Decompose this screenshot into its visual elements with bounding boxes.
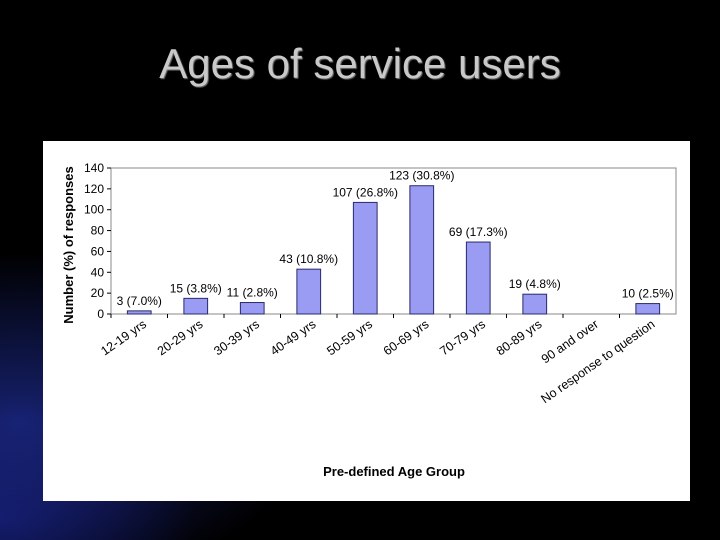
bar (522, 293, 548, 315)
y-tick-label: 120 (84, 182, 104, 196)
data-label: 15 (3.8%) (170, 281, 222, 295)
category-label: 12-19 yrs (98, 317, 149, 358)
bar-chart: 0 20 40 60 80 100 120 140 3 (7.0%) 15 (3.8%) 11 (… (61, 161, 677, 479)
bar (126, 310, 152, 315)
y-tick-label: 140 (84, 161, 104, 175)
category-label: 50-59 yrs (324, 317, 375, 358)
data-label: 69 (17.3%) (449, 225, 508, 239)
x-axis: 12-19 yrs 20-29 yrs 30-39 yrs 40-49 yrs 50-5… (98, 314, 658, 406)
data-label: 10 (2.5%) (622, 287, 674, 301)
bar (296, 268, 322, 315)
y-tick-label: 40 (91, 265, 105, 279)
bar (409, 185, 435, 315)
bar (239, 302, 265, 315)
data-label: 123 (30.8%) (389, 169, 454, 183)
y-tick-label: 60 (91, 244, 105, 258)
data-labels: 3 (7.0%) 15 (3.8%) 11 (2.8%) 43 (10.8%) 107 … (117, 169, 674, 308)
plot-area (110, 167, 677, 315)
data-label: 43 (10.8%) (279, 252, 338, 266)
y-axis: 0 20 40 60 80 100 120 140 (84, 161, 111, 321)
category-label: 40-49 yrs (268, 317, 319, 358)
category-label: 20-29 yrs (155, 317, 206, 358)
data-label: 3 (7.0%) (117, 294, 162, 308)
data-label: 107 (26.8%) (333, 185, 398, 199)
y-tick-label: 100 (84, 203, 104, 217)
y-tick-label: 80 (91, 224, 105, 238)
data-label: 19 (4.8%) (509, 277, 561, 291)
chart-frame: 0 20 40 60 80 100 120 140 3 (7.0%) 15 (3.8%) 11 (… (43, 141, 690, 501)
x-axis-title: Pre-defined Age Group (323, 464, 465, 479)
y-tick-label: 20 (91, 286, 105, 300)
category-label: 70-79 yrs (437, 317, 488, 358)
bar (183, 297, 209, 315)
slide-title: Ages of service users (159, 40, 561, 87)
y-tick-label: 0 (97, 307, 104, 321)
bar (352, 201, 378, 315)
bar (465, 241, 491, 315)
data-label: 11 (2.8%) (227, 286, 278, 300)
bars (126, 185, 661, 315)
category-label: 30-39 yrs (211, 317, 262, 358)
y-axis-title: Number (%) of responses (61, 166, 76, 323)
bar (635, 303, 661, 315)
category-label: 60-69 yrs (381, 317, 432, 358)
category-label: 80-89 yrs (494, 317, 545, 358)
